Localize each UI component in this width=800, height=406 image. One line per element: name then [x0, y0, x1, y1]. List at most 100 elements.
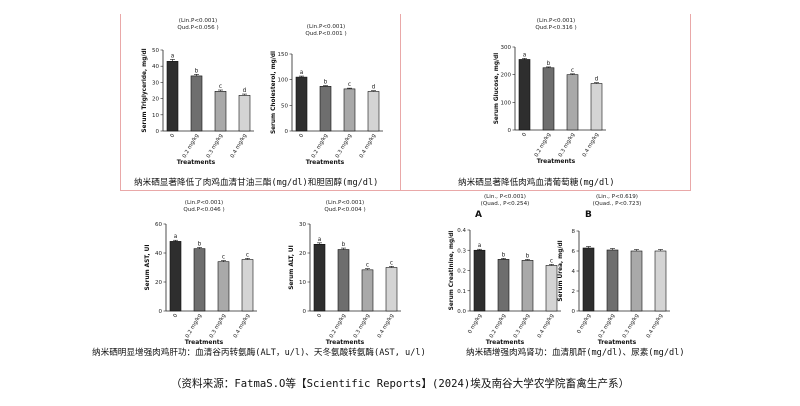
creatinine-sig-letter-1: b — [502, 252, 506, 258]
creatinine-bar-2 — [521, 260, 534, 312]
creatinine-ytick-label: 0.1 — [457, 289, 466, 295]
triglyceride-ytick-label: 0 — [156, 129, 160, 135]
creatinine-ytick-label: 0.0 — [457, 309, 466, 315]
ast-xtick-label-3: 0.4 mg/kg — [233, 313, 252, 339]
top-right-panel — [399, 14, 691, 191]
creatinine-bar-0 — [473, 249, 486, 312]
triglyceride-ytick-label: 50 — [152, 48, 159, 54]
creatinine-xtick-label-2: 0.3 mg/kg — [513, 313, 532, 339]
glucose-bar-1 — [542, 67, 555, 131]
alt-xtick-label-1: 0.2 mg/kg — [329, 313, 348, 339]
cholesterol-bar-2 — [343, 88, 356, 132]
triglyceride-bar-1 — [190, 75, 203, 132]
cholesterol-xtick-label-2: 0.3 mg/kg — [335, 133, 354, 159]
triglyceride-xtick-label-3: 0.4 mg/kg — [230, 133, 249, 159]
creatinine-xtick-label-1: 0.2 mg/kg — [489, 313, 508, 339]
alt-stat-1: Qud.P<0.004 ) — [324, 207, 365, 213]
cholesterol-xtick-label-0: 0 — [298, 132, 305, 138]
glucose-stat-1: Qud.P<0.316 ) — [535, 25, 576, 31]
cholesterol-sig-letter-3: d — [372, 85, 376, 91]
glucose-xtick-label-2: 0.3 mg/kg — [558, 132, 577, 158]
creatinine-ytick-label: 0.4 — [457, 228, 466, 234]
creatinine-xtick-label-3: 0.4 mg/kg — [537, 313, 556, 339]
ast-x-title: Treatments — [185, 339, 224, 346]
triglyceride-xtick-label-1: 0.2 mg/kg — [182, 133, 201, 159]
alt-stat-0: (Lin.P<0.001) — [326, 200, 364, 206]
urea-bar-1 — [606, 249, 619, 312]
triglyceride-sig-letter-2: c — [219, 84, 222, 90]
triglyceride-stat-1: Qud.P<0.056 ) — [177, 25, 218, 31]
ast-y-title: Serum AST, UI — [145, 244, 151, 290]
glucose-stat-0: (Lin.P<0.001) — [537, 18, 575, 24]
creatinine-sig-letter-0: a — [478, 243, 482, 249]
cholesterol-xtick-label-1: 0.2 mg/kg — [311, 133, 330, 159]
triglyceride-ytick-label: 40 — [152, 64, 159, 70]
triglyceride-sig-letter-3: d — [243, 88, 247, 94]
glucose-ytick-label: 100 — [501, 100, 512, 106]
ast-bar-3 — [241, 259, 254, 312]
alt-xtick-label-0: 0 — [316, 312, 323, 318]
triglyceride-ytick-label: 20 — [152, 97, 159, 103]
urea-ytick-label: 0 — [572, 309, 576, 315]
creatinine-sig-letter-2: b — [526, 253, 530, 259]
alt-sig-letter-2: c — [366, 263, 369, 269]
glucose-xtick-label-3: 0.4 mg/kg — [582, 132, 601, 158]
urea-ytick-label: 2 — [572, 289, 576, 295]
cholesterol-xtick-label-3: 0.4 mg/kg — [359, 133, 378, 159]
ast-sig-letter-0: a — [174, 234, 178, 240]
urea-x-title: Treatments — [598, 339, 637, 346]
top-left-panel — [120, 14, 401, 191]
ast-bar-0 — [169, 241, 182, 312]
ast-stat-0: (Lin.P<0.001) — [185, 200, 223, 206]
urea-xtick-label-1: 0.2 mg/kg — [598, 313, 617, 339]
triglyceride-ytick-label: 30 — [152, 80, 159, 86]
cholesterol-y-title: Serum Cholesterol, mg/dl — [271, 51, 277, 134]
cholesterol-sig-letter-1: b — [324, 80, 328, 86]
triglyceride-sig-letter-1: b — [195, 68, 199, 74]
urea-y-title: Serum Urea, mg/dl — [558, 240, 564, 301]
alt-sig-letter-1: b — [342, 242, 346, 248]
urea-stat-0: (Lin., P<0.619) — [596, 194, 638, 200]
ast-bar-2 — [217, 261, 230, 312]
urea-xtick-label-0: 0 mg/kg — [576, 313, 592, 335]
triglyceride-bar-0 — [166, 61, 179, 132]
glucose-bar-3 — [590, 83, 603, 131]
alt-bar-3 — [385, 267, 398, 312]
urea-ytick-label: 8 — [572, 229, 576, 235]
caption-lipids: 纳米硒显著降低了肉鸡血清甘油三酯(mg/dl)和胆固醇(mg/dl) — [134, 178, 379, 188]
urea-xtick-label-3: 0.4 mg/kg — [646, 313, 665, 339]
urea-bar-0 — [582, 247, 595, 312]
glucose-ytick-label: 300 — [501, 45, 512, 51]
creatinine-bar-1 — [497, 259, 510, 312]
glucose-sig-letter-3: d — [595, 77, 599, 83]
triglyceride-x-title: Treatments — [177, 159, 216, 166]
glucose-xtick-label-0: 0 — [521, 131, 528, 137]
glucose-ytick-label: 200 — [501, 73, 512, 79]
ast-ytick-label: 0 — [159, 309, 163, 315]
alt-x-title: Treatments — [326, 339, 365, 346]
cholesterol-bar-1 — [319, 86, 332, 132]
cholesterol-bar-0 — [295, 76, 308, 132]
creatinine-sig-letter-3: c — [550, 258, 553, 264]
creatinine-x-title: Treatments — [486, 339, 525, 346]
ast-xtick-label-2: 0.3 mg/kg — [209, 313, 228, 339]
alt-xtick-label-3: 0.4 mg/kg — [377, 313, 396, 339]
alt-sig-letter-0: a — [318, 237, 322, 243]
alt-bar-0 — [313, 244, 326, 312]
cholesterol-ytick-label: 50 — [281, 103, 288, 109]
urea-stat-1: (Quad., P<0.723) — [593, 201, 642, 207]
source-note: （资料来源：FatmaS.O等【Scientific Reports】(2024… — [170, 378, 630, 390]
alt-xtick-label-2: 0.3 mg/kg — [353, 313, 372, 339]
triglyceride-xtick-label-0: 0 — [169, 132, 176, 138]
creatinine-ytick-label: 0.2 — [457, 269, 466, 275]
triglyceride-stat-0: (Lin.P<0.001) — [179, 18, 217, 24]
ast-stat-1: Qud.P<0.046 ) — [183, 207, 224, 213]
urea-xtick-label-2: 0.3 mg/kg — [622, 313, 641, 339]
alt-ytick-label: 0 — [303, 309, 307, 315]
glucose-y-title: Serum Glucose, mg/dl — [494, 53, 500, 125]
ast-sig-letter-2: c — [222, 255, 225, 261]
cholesterol-stat-1: Qud.P<0.001 ) — [305, 31, 346, 37]
urea-ytick-label: 6 — [572, 249, 576, 255]
alt-bar-1 — [337, 249, 350, 312]
